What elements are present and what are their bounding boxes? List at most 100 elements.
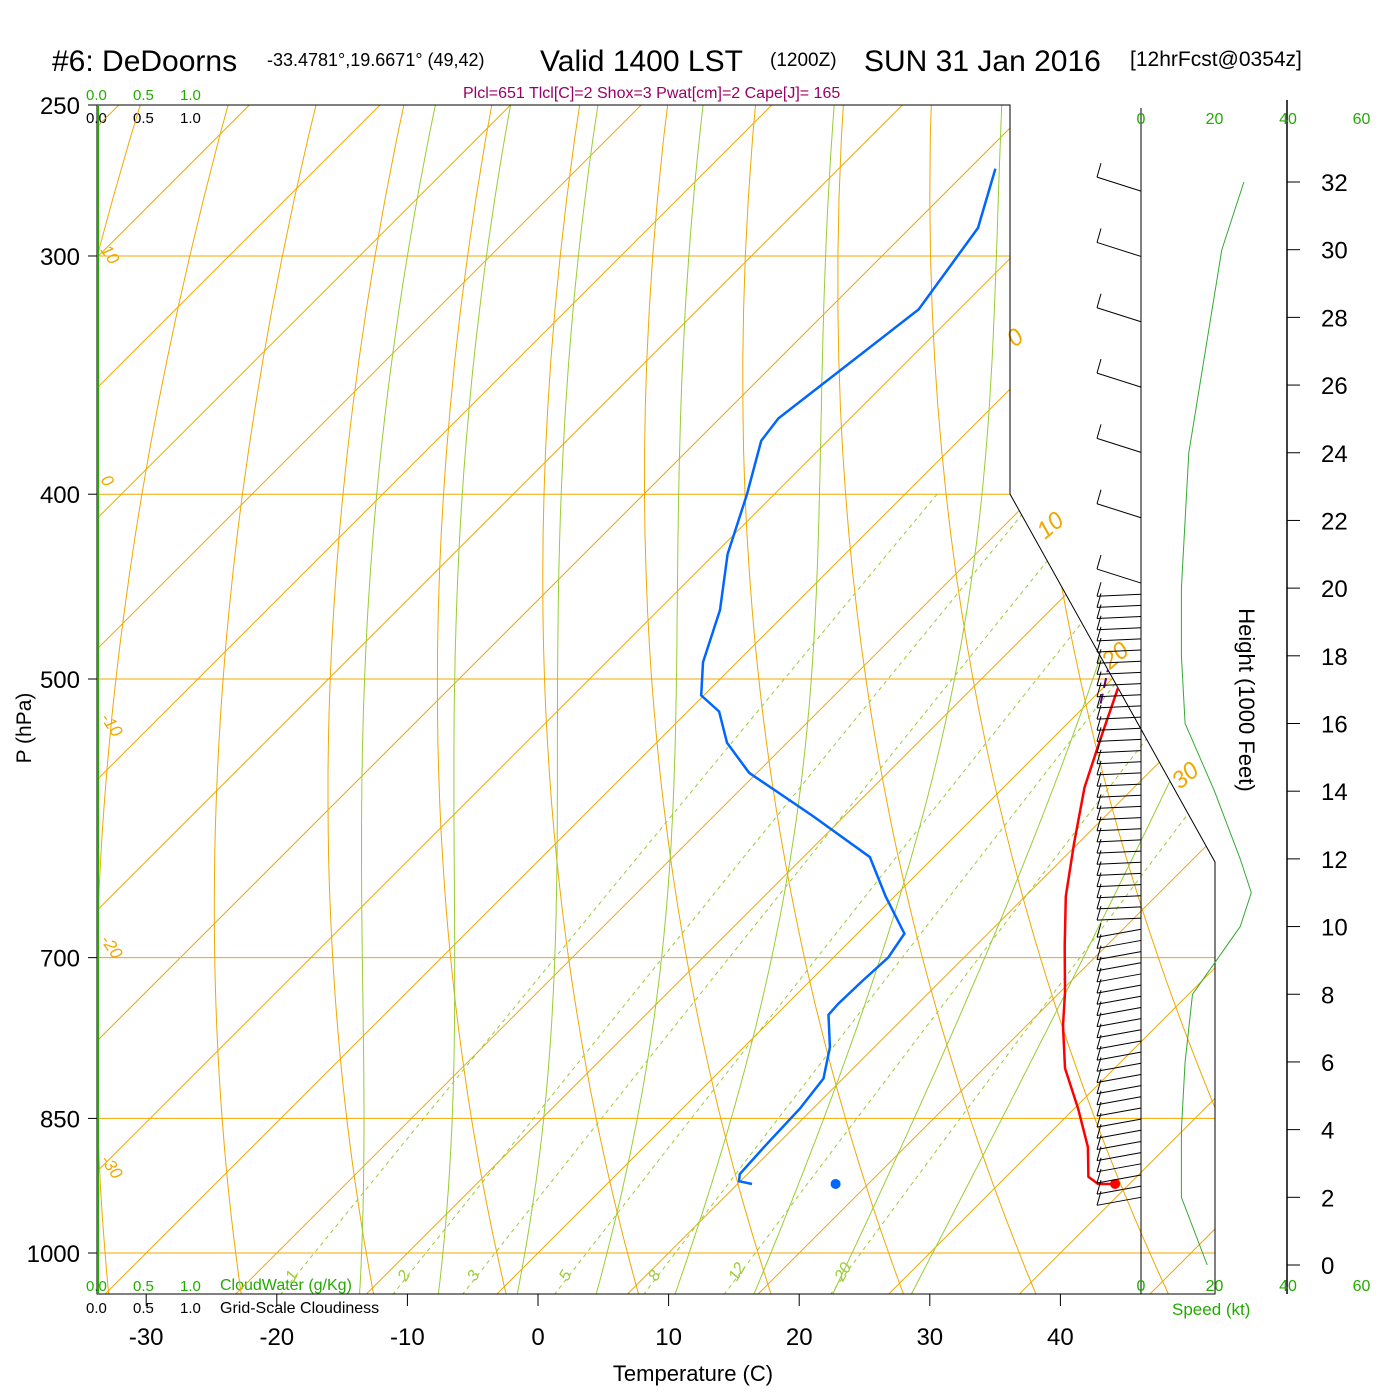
pressure-tick-label: 700: [40, 946, 80, 973]
pressure-tick-label: 500: [40, 667, 80, 694]
wind-barb: [1096, 372, 1142, 388]
pressure-tick-label: 400: [40, 482, 80, 509]
moist-adiabat-line: [593, 105, 708, 1294]
wind-barb: [1096, 1140, 1142, 1150]
isotherm-line: [750, 105, 1215, 1294]
dry-adiabat-line: [1367, 71, 1400, 1301]
wind-barb: [1096, 727, 1142, 731]
cloudiness-tick: 0.0: [86, 1300, 107, 1317]
wind-barb: [1096, 817, 1142, 821]
wind-barb: [1096, 503, 1142, 519]
temperature-line: [1061, 168, 1215, 1186]
height-tick-label: 20: [1321, 576, 1348, 603]
wind-barb: [1096, 783, 1142, 787]
wind-barb: [1096, 1085, 1142, 1095]
station-coords: -33.4781°,19.6671° (49,42): [267, 50, 485, 70]
cloud-scale-bottom: 0.0 0.5 1.0 CloudWater (g/Kg) 0.0 0.5 1.…: [86, 1277, 379, 1317]
moist-adiabat-line: [672, 105, 838, 1294]
wind-barb: [1096, 761, 1142, 765]
wind-barb: [1096, 593, 1142, 597]
dry-adiabat-line: [436, 105, 509, 1294]
wind-barb: [1096, 604, 1142, 608]
surface-temperature-point: [1110, 1178, 1121, 1189]
isotherm-line: [97, 105, 806, 1294]
isotherm-line: [0, 71, 22, 1301]
pressure-tick-label: 1000: [27, 1241, 80, 1268]
wind-barb: [1096, 984, 1142, 994]
height-tick-label: 12: [1321, 847, 1348, 874]
wind-barb: [1096, 828, 1142, 832]
moist-adiabat-line: [358, 105, 443, 1294]
wind-barb: [1096, 437, 1142, 453]
height-tick-label: 6: [1321, 1050, 1334, 1077]
height-tick-label: 4: [1321, 1118, 1334, 1145]
height-tick-label: 14: [1321, 779, 1348, 806]
wind-barb: [1096, 995, 1142, 1005]
moist-adiabat-line: [437, 105, 518, 1294]
isotherm-label: 20: [1096, 636, 1135, 675]
wind-barb: [1096, 939, 1142, 949]
station-title: #6: DeDoorns: [52, 45, 237, 78]
dry-adiabat-line: [837, 105, 1040, 1294]
wind-speed-line: [1180, 181, 1252, 1266]
utc-time: (1200Z): [770, 50, 837, 71]
temperature-tick-label: 10: [655, 1324, 682, 1351]
cloudiness-label: Grid-Scale Cloudiness: [220, 1300, 379, 1317]
wind-barb: [1096, 1073, 1142, 1083]
wind-barb: [1096, 872, 1142, 876]
background-clip-group: [0, 71, 1400, 1301]
wind-speed-tick-top: 60: [1353, 111, 1371, 128]
isotherm-label: 10: [97, 241, 124, 268]
plot-border: [96, 104, 1216, 1295]
wind-barb: [1096, 805, 1142, 809]
wind-barb: [1096, 1040, 1142, 1050]
wind-barb: [1096, 694, 1142, 698]
isotherm-line: [1142, 105, 1215, 1294]
plot-frame: [96, 104, 1216, 1295]
wind-barb: [1096, 1152, 1142, 1162]
wind-speed-tick-bottom: 20: [1206, 1278, 1224, 1295]
isotherm-line: [97, 105, 676, 1294]
wind-barb: [1096, 928, 1142, 938]
cloud-water-tick: 0.5: [133, 87, 154, 104]
dewpoint-line: [699, 168, 997, 1186]
isotherm-line: [97, 105, 415, 1294]
wind-barb: [1096, 716, 1142, 720]
wind-barb-flag: [1096, 554, 1102, 570]
mixing-ratio-label: 12: [726, 1260, 750, 1284]
isotherm-line: [97, 105, 1198, 1294]
mixing-ratio-line: [456, 493, 1102, 1294]
wind-speed-tick-top: 0: [1137, 111, 1146, 128]
cloud-water-label: CloudWater (g/Kg): [220, 1277, 352, 1294]
moist-adiabat-line: [907, 105, 1215, 1294]
wind-barb: [1096, 884, 1142, 888]
isotherm-line: [228, 105, 1215, 1294]
mixing-ratio-label: 8: [645, 1268, 664, 1284]
stability-indices: Plcl=651 Tlcl[C]=2 Shox=3 Pwat[cm]=2 Cap…: [463, 85, 840, 102]
forecast-info: [12hrFcst@0354z]: [1130, 48, 1302, 71]
wind-barb: [1096, 772, 1142, 776]
valid-date: SUN 31 Jan 2016: [864, 45, 1101, 78]
wind-barb-flag: [1096, 228, 1102, 243]
cloud-water-tick: 1.0: [180, 87, 201, 104]
wind-barb: [1096, 750, 1142, 754]
height-tick-label: 16: [1321, 712, 1348, 739]
dry-adiabat-line: [929, 105, 1173, 1294]
dry-adiabat-line: [327, 105, 412, 1294]
wind-barb: [1096, 850, 1142, 854]
temperature-tick-label: 0: [531, 1324, 544, 1351]
cloudiness-tick: 0.0: [86, 110, 107, 127]
wind-barb: [1096, 1185, 1142, 1195]
isotherm-label: 30: [1167, 756, 1205, 794]
mixing-ratio-line: [638, 493, 1215, 1294]
temperature-tick-label: 30: [916, 1324, 943, 1351]
wind-barb: [1096, 705, 1142, 709]
wind-barb: [1096, 1006, 1142, 1016]
wind-barb: [1096, 1107, 1142, 1117]
cloud-water-tick: 0.0: [86, 87, 107, 104]
cloudiness-tick: 0.5: [133, 110, 154, 127]
height-tick-label: 2: [1321, 1185, 1334, 1212]
height-tick-label: 22: [1321, 508, 1348, 535]
wind-barb: [1096, 241, 1142, 257]
